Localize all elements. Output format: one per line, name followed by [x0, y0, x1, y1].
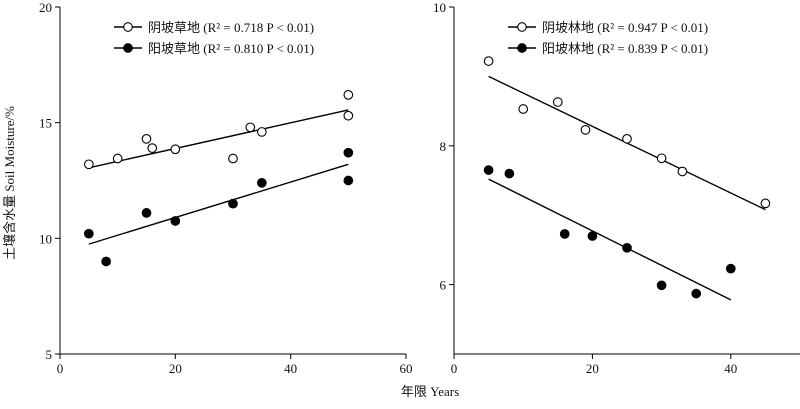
data-point-filled — [483, 165, 494, 175]
y-tick-label: 6 — [440, 278, 447, 293]
data-point-open — [483, 56, 494, 66]
data-point-open — [622, 134, 632, 144]
x-tick-label: 0 — [451, 361, 458, 376]
x-tick-label: 20 — [169, 361, 182, 376]
y-axis-title: 土壤含水量 Soil Moisture/% — [2, 106, 17, 260]
data-point-filled — [587, 231, 598, 241]
legend-label: 阴坡草地 (R² = 0.718 P < 0.01) — [148, 20, 314, 35]
data-point-open — [677, 166, 688, 177]
data-point-filled — [656, 280, 667, 291]
panel-2: 0 20 40 6 8 10 阴坡林地 (R² = 0.947 P < 0.01) 阳坡林地 … — [433, 0, 800, 376]
y-tick-label: 8 — [440, 139, 447, 154]
data-point-open — [256, 127, 267, 137]
data-point-open — [760, 198, 771, 209]
data-point-filled — [141, 208, 152, 218]
data-point-open — [552, 97, 563, 107]
data-point-filled — [343, 175, 354, 186]
data-point-filled — [256, 177, 267, 188]
legend-label: 阴坡林地 (R² = 0.947 P < 0.01) — [542, 20, 708, 35]
x-tick-label: 60 — [400, 361, 413, 376]
data-point-open — [343, 110, 354, 121]
data-point-open — [228, 153, 238, 164]
data-point-open — [656, 153, 667, 164]
y-tick-label: 15 — [39, 116, 52, 131]
legend-marker — [123, 43, 133, 53]
data-point-open — [245, 122, 256, 133]
data-point-filled — [170, 216, 181, 226]
data-point-filled — [622, 242, 632, 253]
data-point-open — [170, 144, 181, 155]
data-point-filled — [83, 228, 94, 239]
legend-marker — [517, 22, 527, 32]
y-tick-label: 10 — [39, 231, 52, 246]
trend-line — [488, 178, 732, 301]
legend-marker — [517, 43, 527, 53]
data-point-open — [83, 159, 94, 170]
y-tick-label: 10 — [433, 0, 446, 15]
panel-1: 0 20 40 60 5 10 15 20 阴坡草地 (R² = 0.718 P < 0.01)… — [39, 0, 413, 376]
data-point-open — [518, 104, 529, 114]
data-point-filled — [504, 168, 515, 179]
legend-marker — [123, 22, 133, 32]
data-point-filled — [559, 229, 570, 239]
data-point-filled — [228, 198, 238, 209]
data-point-open — [580, 124, 591, 135]
trend-line — [88, 163, 349, 245]
data-point-filled — [725, 263, 736, 274]
y-tick-label: 20 — [39, 0, 52, 15]
data-point-open — [147, 143, 158, 153]
x-tick-label: 0 — [57, 361, 64, 376]
data-point-filled — [101, 256, 111, 267]
x-tick-label: 20 — [586, 361, 599, 376]
data-point-filled — [343, 147, 354, 158]
legend-label: 阳坡草地 (R² = 0.810 P < 0.01) — [148, 41, 314, 56]
data-point-open — [343, 90, 354, 100]
trend-line — [88, 109, 349, 169]
data-point-open — [141, 134, 152, 144]
data-point-open — [112, 153, 123, 164]
x-axis-title: 年限 Years — [401, 384, 459, 399]
data-point-filled — [691, 288, 702, 299]
x-tick-label: 40 — [284, 361, 297, 376]
y-tick-label: 5 — [46, 347, 53, 362]
legend-label: 阳坡林地 (R² = 0.839 P < 0.01) — [542, 41, 708, 56]
x-tick-label: 40 — [724, 361, 737, 376]
